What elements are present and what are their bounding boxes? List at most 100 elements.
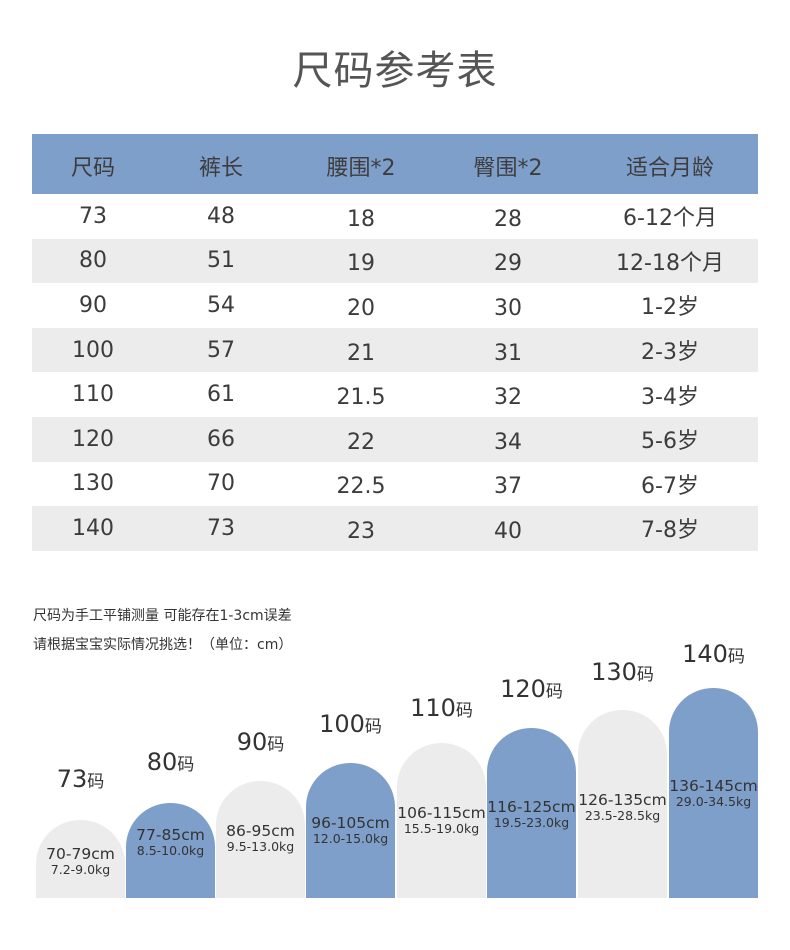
table-header: 尺码 裤长 腰围*2 臀围*2 适合月龄 <box>32 134 758 194</box>
page-title: 尺码参考表 <box>292 48 498 94</box>
bar-size-label: 100码 <box>319 710 382 738</box>
measurement-note: 尺码为手工平铺测量 可能存在1-3cm误差 <box>33 608 292 624</box>
size-bar-120: 120码 116-125cm 19.5-23.0kg <box>487 675 576 898</box>
bar-text: 86-95cm 9.5-13.0kg <box>212 822 309 854</box>
bar-shape <box>397 743 486 898</box>
bar-size-label: 73码 <box>56 765 105 793</box>
size-table: 尺码 裤长 腰围*2 臀围*2 适合月龄 73 48 18 28 6-12个月 … <box>32 134 758 551</box>
cell-size: 90 <box>79 292 107 318</box>
size-bar-130: 130码 126-135cm 23.5-28.5kg <box>578 658 667 898</box>
weight-range: 29.0-34.5kg <box>675 794 752 809</box>
height-range: 116-125cm <box>487 798 576 816</box>
height-range: 96-105cm <box>311 814 390 832</box>
table-row: 110 61 21.5 32 3-4岁 <box>32 372 758 417</box>
cell-waist: 20 <box>347 295 375 321</box>
bar-text: 96-105cm 12.0-15.0kg <box>302 814 399 846</box>
cell-pants-length: 70 <box>207 471 235 497</box>
cell-hip: 31 <box>494 340 522 366</box>
cell-hip: 37 <box>494 474 522 500</box>
size-bar-80: 80码 77-85cm 8.5-10.0kg <box>126 748 215 898</box>
cell-pants-length: 48 <box>207 203 235 229</box>
cell-age: 7-8岁 <box>641 518 699 544</box>
bar-shape <box>487 728 576 898</box>
cell-age: 12-18个月 <box>616 250 724 276</box>
cell-pants-length: 57 <box>207 337 235 363</box>
weight-range: 19.5-23.0kg <box>493 815 570 830</box>
weight-range: 12.0-15.0kg <box>312 831 389 846</box>
header-waist: 腰围*2 <box>326 156 396 181</box>
cell-age: 3-4岁 <box>641 384 699 410</box>
height-range: 86-95cm <box>226 822 295 840</box>
cell-size: 100 <box>72 337 114 363</box>
bar-text: 77-85cm 8.5-10.0kg <box>122 826 219 858</box>
size-bar-110: 110码 106-115cm 15.5-19.0kg <box>397 694 486 898</box>
height-range: 70-79cm <box>46 845 115 863</box>
size-bar-73: 73码 70-79cm 7.2-9.0kg <box>36 765 125 898</box>
bar-text: 126-135cm 23.5-28.5kg <box>574 791 671 823</box>
cell-size: 80 <box>79 248 107 274</box>
table-row: 130 70 22.5 37 6-7岁 <box>32 462 758 507</box>
cell-pants-length: 61 <box>207 382 235 408</box>
table-row: 120 66 22 34 5-6岁 <box>32 416 758 462</box>
bar-shape <box>126 803 215 898</box>
size-bar-140: 140码 136-145cm 29.0-34.5kg <box>669 640 758 898</box>
cell-age: 1-2岁 <box>641 295 699 321</box>
cell-hip: 29 <box>494 251 522 277</box>
bar-size-label: 80码 <box>146 748 195 776</box>
header-size: 尺码 <box>70 156 115 181</box>
cell-waist: 18 <box>347 206 375 232</box>
cell-age: 6-7岁 <box>641 473 699 499</box>
bar-text: 70-79cm 7.2-9.0kg <box>32 845 129 877</box>
cell-waist: 22 <box>347 429 375 455</box>
bar-shape <box>578 710 667 898</box>
selection-note: 请根据宝宝实际情况挑选！（单位：cm） <box>33 637 293 653</box>
cell-waist: 21 <box>347 340 375 366</box>
bar-text: 116-125cm 19.5-23.0kg <box>483 798 580 830</box>
weight-range: 7.2-9.0kg <box>50 862 111 877</box>
height-range: 126-135cm <box>578 791 667 809</box>
table-row: 140 73 23 40 7-8岁 <box>32 506 758 551</box>
bar-shape <box>216 781 305 898</box>
cell-size: 130 <box>72 471 114 497</box>
cell-age: 6-12个月 <box>623 206 717 232</box>
bar-text: 106-115cm 15.5-19.0kg <box>393 804 490 836</box>
bar-size-label: 130码 <box>591 658 654 686</box>
size-bar-100: 100码 96-105cm 12.0-15.0kg <box>306 710 395 898</box>
header-age: 适合月龄 <box>625 156 714 181</box>
cell-waist: 23 <box>347 518 375 544</box>
table-row: 73 48 18 28 6-12个月 <box>32 194 758 239</box>
cell-waist: 22.5 <box>336 474 386 500</box>
height-range: 77-85cm <box>136 826 205 844</box>
cell-hip: 28 <box>494 206 522 232</box>
cell-hip: 30 <box>494 295 522 321</box>
cell-pants-length: 73 <box>207 515 235 541</box>
cell-age: 5-6岁 <box>641 429 699 455</box>
table-row: 90 54 20 30 1-2岁 <box>32 283 758 328</box>
bar-size-label: 140码 <box>682 640 745 668</box>
cell-hip: 40 <box>494 518 522 544</box>
weight-range: 8.5-10.0kg <box>136 843 205 858</box>
height-range: 136-145cm <box>669 777 758 795</box>
header-pants-length: 裤长 <box>198 156 243 181</box>
cell-size: 110 <box>72 382 114 408</box>
cell-pants-length: 66 <box>207 426 235 452</box>
bar-size-label: 110码 <box>410 694 473 722</box>
table-row: 100 57 21 31 2-3岁 <box>32 327 758 373</box>
cell-waist: 19 <box>347 251 375 277</box>
weight-range: 9.5-13.0kg <box>226 839 295 854</box>
header-hip: 臀围*2 <box>473 156 543 181</box>
cell-pants-length: 54 <box>207 292 235 318</box>
bar-size-label: 90码 <box>236 728 285 756</box>
cell-age: 2-3岁 <box>641 340 699 366</box>
cell-hip: 34 <box>494 429 522 455</box>
height-range: 106-115cm <box>397 804 486 822</box>
cell-waist: 21.5 <box>336 385 386 411</box>
weight-range: 15.5-19.0kg <box>403 821 480 836</box>
cell-size: 120 <box>72 426 114 452</box>
bar-size-label: 120码 <box>500 675 563 703</box>
cell-size: 73 <box>79 203 107 229</box>
weight-range: 23.5-28.5kg <box>584 808 661 823</box>
bar-shape <box>306 763 395 898</box>
table-row: 80 51 19 29 12-18个月 <box>32 238 758 284</box>
